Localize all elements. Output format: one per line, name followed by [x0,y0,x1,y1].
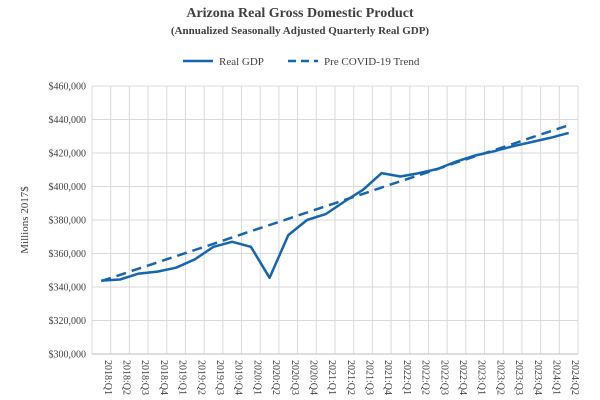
y-tick-label: $320,000 [49,316,87,327]
x-axis-ticks: 2018:Q1 2018:Q2 2018:Q3 2018:Q4 2019:Q1 2019:… [102,360,580,395]
y-tick-label: $380,000 [49,216,87,227]
x-tick-label: 2022:Q3 [438,360,449,395]
gridlines [91,85,579,355]
x-tick-label: 2018:Q3 [139,360,150,395]
y-tick-label: $300,000 [49,350,87,361]
x-tick-label: 2020:Q1 [251,360,262,395]
x-tick-label: 2023:Q3 [513,360,524,395]
chart-subtitle: (Annualized Seasonally Adjusted Quarterl… [170,25,430,37]
x-tick-label: 2022:Q2 [420,360,431,395]
x-tick-label: 2020:Q4 [307,360,318,395]
x-tick-label: 2019:Q3 [214,360,225,395]
x-tick-label: 2024:Q1 [550,360,561,395]
chart-title: Arizona Real Gross Domestic Product [186,6,414,21]
x-tick-label: 2019:Q2 [195,360,206,395]
legend-label: Pre COVID-19 Trend [324,56,420,68]
y-tick-label: $340,000 [49,283,87,294]
y-tick-label: $440,000 [49,115,87,126]
x-tick-label: 2022:Q4 [457,360,468,395]
legend: Real GDP Pre COVID-19 Trend [183,56,420,68]
y-tick-label: $360,000 [49,249,87,260]
x-tick-label: 2022:Q1 [401,360,412,395]
x-tick-label: 2020:Q2 [270,360,281,395]
x-tick-label: 2021:Q4 [382,360,393,395]
y-tick-label: $420,000 [49,149,87,160]
x-tick-label: 2018:Q1 [102,360,113,395]
y-axis-ticks: $300,000 $320,000 $340,000 $360,000 $380,000… [49,82,87,361]
x-tick-label: 2019:Q4 [233,360,244,395]
x-tick-label: 2023:Q2 [494,360,505,395]
y-axis-label: Millions 2017$ [19,186,31,254]
y-tick-label: $400,000 [49,182,87,193]
series-line-real-gdp [101,131,570,282]
x-tick-label: 2021:Q1 [326,360,337,395]
series-line-pre-covid-trend [100,124,570,283]
series-lines [100,124,570,283]
x-tick-label: 2023:Q1 [476,360,487,395]
x-tick-label: 2020:Q3 [289,360,300,395]
x-tick-label: 2019:Q1 [177,360,188,395]
x-tick-label: 2023:Q4 [532,360,543,395]
y-tick-label: $460,000 [49,82,87,93]
x-tick-label: 2024:Q2 [569,360,580,395]
x-tick-label: 2021:Q2 [345,360,356,395]
x-tick-label: 2018:Q2 [121,360,132,395]
legend-label: Real GDP [219,56,264,68]
x-tick-label: 2021:Q3 [364,360,375,395]
x-tick-label: 2018:Q4 [158,360,169,395]
